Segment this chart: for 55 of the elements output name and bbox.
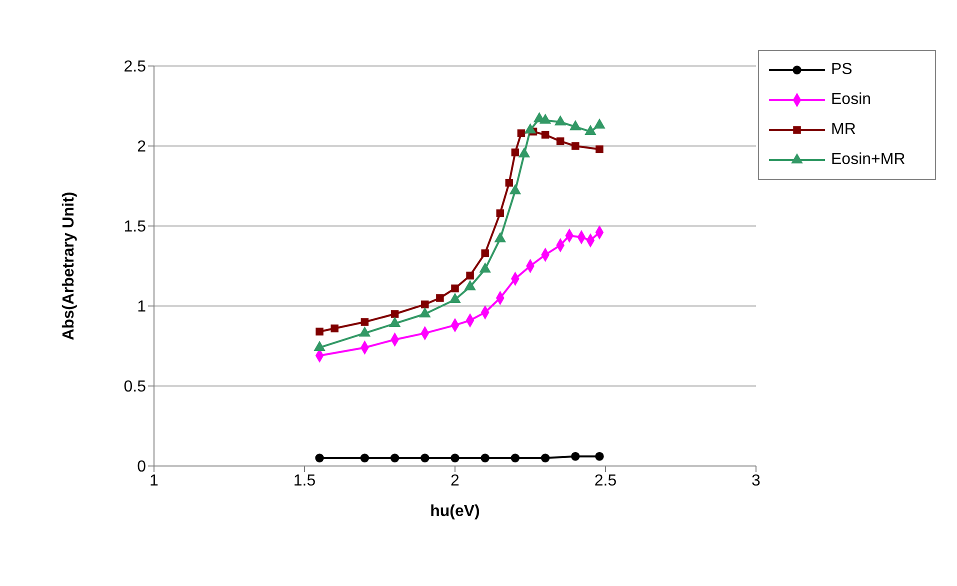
point bbox=[540, 454, 550, 462]
point bbox=[316, 328, 324, 336]
point bbox=[595, 452, 604, 461]
point bbox=[479, 262, 491, 273]
point bbox=[420, 454, 430, 462]
point bbox=[594, 118, 606, 129]
point bbox=[517, 129, 526, 138]
point bbox=[571, 452, 580, 461]
point bbox=[451, 284, 459, 292]
point bbox=[436, 294, 444, 302]
legend-label: Eosin bbox=[831, 90, 872, 110]
point bbox=[481, 249, 489, 258]
point bbox=[330, 324, 338, 332]
y-tick-label: 1.5 bbox=[124, 218, 146, 236]
point bbox=[572, 142, 580, 150]
point bbox=[556, 137, 564, 146]
point bbox=[584, 124, 596, 135]
x-tick-label: 2.5 bbox=[594, 472, 617, 490]
point bbox=[596, 145, 604, 154]
point bbox=[360, 318, 369, 326]
point bbox=[570, 120, 582, 130]
y-tick-label: 1 bbox=[137, 298, 146, 316]
point bbox=[360, 454, 370, 462]
point bbox=[390, 310, 399, 318]
x-axis-title: hu(eV) bbox=[430, 503, 480, 520]
point bbox=[494, 232, 506, 242]
point bbox=[480, 454, 490, 462]
point bbox=[505, 178, 514, 187]
y-tick-label: 2 bbox=[137, 138, 146, 156]
point bbox=[539, 114, 552, 124]
point bbox=[421, 300, 429, 308]
point bbox=[554, 115, 566, 126]
legend-label: MR bbox=[831, 120, 856, 140]
y-tick-label: 0.5 bbox=[124, 378, 146, 396]
point bbox=[510, 454, 520, 462]
legend-label: PS bbox=[831, 60, 852, 80]
y-axis-title: Abs(Arbetrary Unit) bbox=[60, 192, 78, 340]
x-tick-label: 3 bbox=[752, 472, 761, 490]
point bbox=[509, 184, 522, 194]
point bbox=[466, 272, 474, 280]
point bbox=[390, 454, 400, 462]
legend-label: Eosin+MR bbox=[831, 150, 906, 170]
x-tick-label: 1 bbox=[150, 472, 159, 490]
point bbox=[464, 280, 476, 290]
point bbox=[450, 454, 460, 462]
point bbox=[496, 209, 504, 218]
y-tick-label: 0 bbox=[137, 458, 146, 476]
y-tick-label: 2.5 bbox=[124, 58, 146, 76]
x-tick-label: 2 bbox=[450, 472, 460, 490]
point bbox=[518, 147, 530, 158]
x-tick-label: 1.5 bbox=[293, 472, 316, 490]
point bbox=[511, 148, 520, 156]
point bbox=[524, 123, 536, 134]
point bbox=[315, 454, 324, 462]
point bbox=[541, 130, 550, 139]
